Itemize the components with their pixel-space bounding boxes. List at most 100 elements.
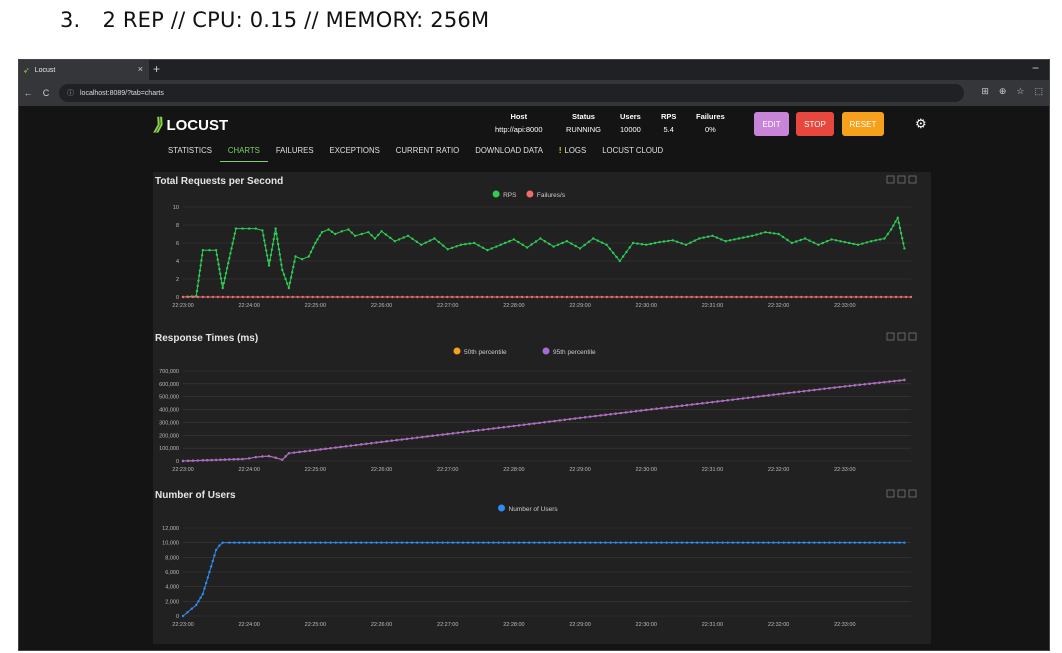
series-failures-s-point [859,295,863,299]
minimize-icon[interactable]: − [1031,61,1039,75]
bookmark-star-icon[interactable]: ☆ [1016,86,1025,96]
series-95th-percentile-point [578,416,582,420]
tab-logs[interactable]: ! LOGS [551,142,594,162]
series-number-of-users-point [213,554,216,557]
zoom-icon[interactable]: ⊕ [998,86,1007,96]
tab-download-data[interactable]: DOWNLOAD DATA [475,146,543,155]
series-failures-s-point [560,295,564,299]
download-icon[interactable] [908,332,917,341]
series-number-of-users-point [858,541,861,544]
series-rps-point [883,237,886,240]
restore-icon[interactable] [886,489,895,498]
series-rps-point [521,243,524,246]
restore-icon[interactable] [886,332,895,341]
locust-logo[interactable]: ⟫ LOCUST [153,115,228,135]
data-view-icon[interactable] [897,175,906,184]
tab-locust-cloud[interactable]: LOCUST CLOUD [602,146,664,155]
tab-exceptions[interactable]: EXCEPTIONS [329,146,380,155]
series-95th-percentile-point [201,459,205,462]
series-rps-point [565,240,569,243]
series-failures-s-point [625,295,628,299]
close-tab-icon[interactable]: × [137,64,143,74]
download-icon[interactable] [908,175,917,184]
chart-total-requests-per-second: Total Requests per Second RPS Failures/s 0 2… [155,175,917,309]
y-tick-label: 0 [176,295,179,301]
series-number-of-users-point [497,541,500,544]
series-failures-s-point [879,295,883,299]
series-95th-percentile-point [680,404,684,407]
series-rps-point [684,243,688,246]
legend-rps[interactable]: RPS [503,192,517,199]
series-rps-point [273,232,276,236]
data-view-icon[interactable] [897,332,906,341]
series-95th-percentile-point [695,402,699,406]
gear-icon[interactable]: ⚙ [915,116,927,131]
series-rps-point [294,255,297,258]
series-failures-s-point [221,295,225,299]
series-number-of-users-point [436,541,439,544]
series-95th-percentile-point [186,459,190,463]
url-input[interactable]: ⓘ localhost:8089/?tab=charts [59,84,964,102]
x-tick-label: 22:26:00 [371,303,392,309]
series-failures-s-point [775,295,778,299]
series-95th-percentile-point [284,455,287,458]
back-arrow-icon[interactable]: ← [23,88,33,98]
series-95th-percentile-point [797,390,801,393]
tab-failures[interactable]: FAILURES [275,146,314,155]
legend-50th-percentile[interactable]: 50th percentile [464,349,507,356]
series-failures-s-point [530,295,534,299]
series-failures-s-point [839,295,843,299]
series-failures-s-point [231,295,235,299]
legend-failures-s[interactable]: Failures/s [537,192,566,199]
locust-logo-icon: ⟫ [153,115,163,134]
browser-window: ➶ Locust × + − ← C ⓘ localhost:8089/?tab… [18,59,1050,651]
series-95th-percentile-point [843,385,847,388]
series-rps-point [220,282,224,285]
series-rps-point [442,244,445,247]
edit-button[interactable]: EDIT [754,112,789,136]
tab-charts[interactable]: CHARTS [219,142,268,162]
series-rps-point [680,242,683,245]
y-tick-label: 8,000 [165,555,179,561]
series-failures-s-point [236,295,240,299]
chart-number-of-users: Number of Users Number of Users 0 2,000 4,00… [155,489,917,628]
series-95th-percentile-point [685,403,689,407]
tab-statistics[interactable]: STATISTICS [168,146,212,155]
series-rps-point [218,267,221,271]
series-rps-point [671,239,674,242]
series-95th-percentile-point [471,429,475,433]
series-failures-s-point [336,295,339,299]
series-95th-percentile-point [777,392,780,396]
site-info-icon[interactable]: ⓘ [67,90,74,97]
series-rps-point [219,277,223,280]
series-rps-point [781,235,785,239]
reset-button[interactable]: RESET [842,112,884,136]
series-rps-point [902,242,905,245]
series-rps-point [199,264,202,267]
series-failures-s-point [201,295,205,299]
series-number-of-users-point [359,541,363,544]
download-icon[interactable] [908,489,917,498]
app-header: ⟫ LOCUST Host http://api:8000 Status RUN… [19,106,1049,142]
browser-tab[interactable]: ➶ Locust × [19,60,149,80]
stop-button[interactable]: STOP [796,112,834,136]
series-failures-s-point [685,295,688,299]
series-number-of-users-point [853,541,856,544]
tab-current-ratio[interactable]: CURRENT RATIO [395,146,460,155]
series-failures-s-point [585,295,589,299]
extensions-icon[interactable]: ⬚ [1034,86,1043,96]
series-number-of-users-point [400,541,404,544]
x-tick-label: 22:29:00 [569,303,590,309]
reload-icon[interactable]: C [42,88,50,98]
restore-icon[interactable] [886,175,895,184]
series-failures-s-point [436,295,439,299]
new-tab-icon[interactable]: + [153,62,161,76]
translate-icon[interactable]: ⊞ [981,86,989,96]
series-95th-percentile-point [421,435,424,439]
legend-95th-percentile[interactable]: 95th percentile [553,349,596,356]
series-95th-percentile-point [888,380,891,383]
series-rps-point [233,232,237,235]
series-rps-point [618,259,621,263]
legend-number-of-users[interactable]: Number of Users [509,506,559,513]
data-view-icon[interactable] [897,489,906,498]
